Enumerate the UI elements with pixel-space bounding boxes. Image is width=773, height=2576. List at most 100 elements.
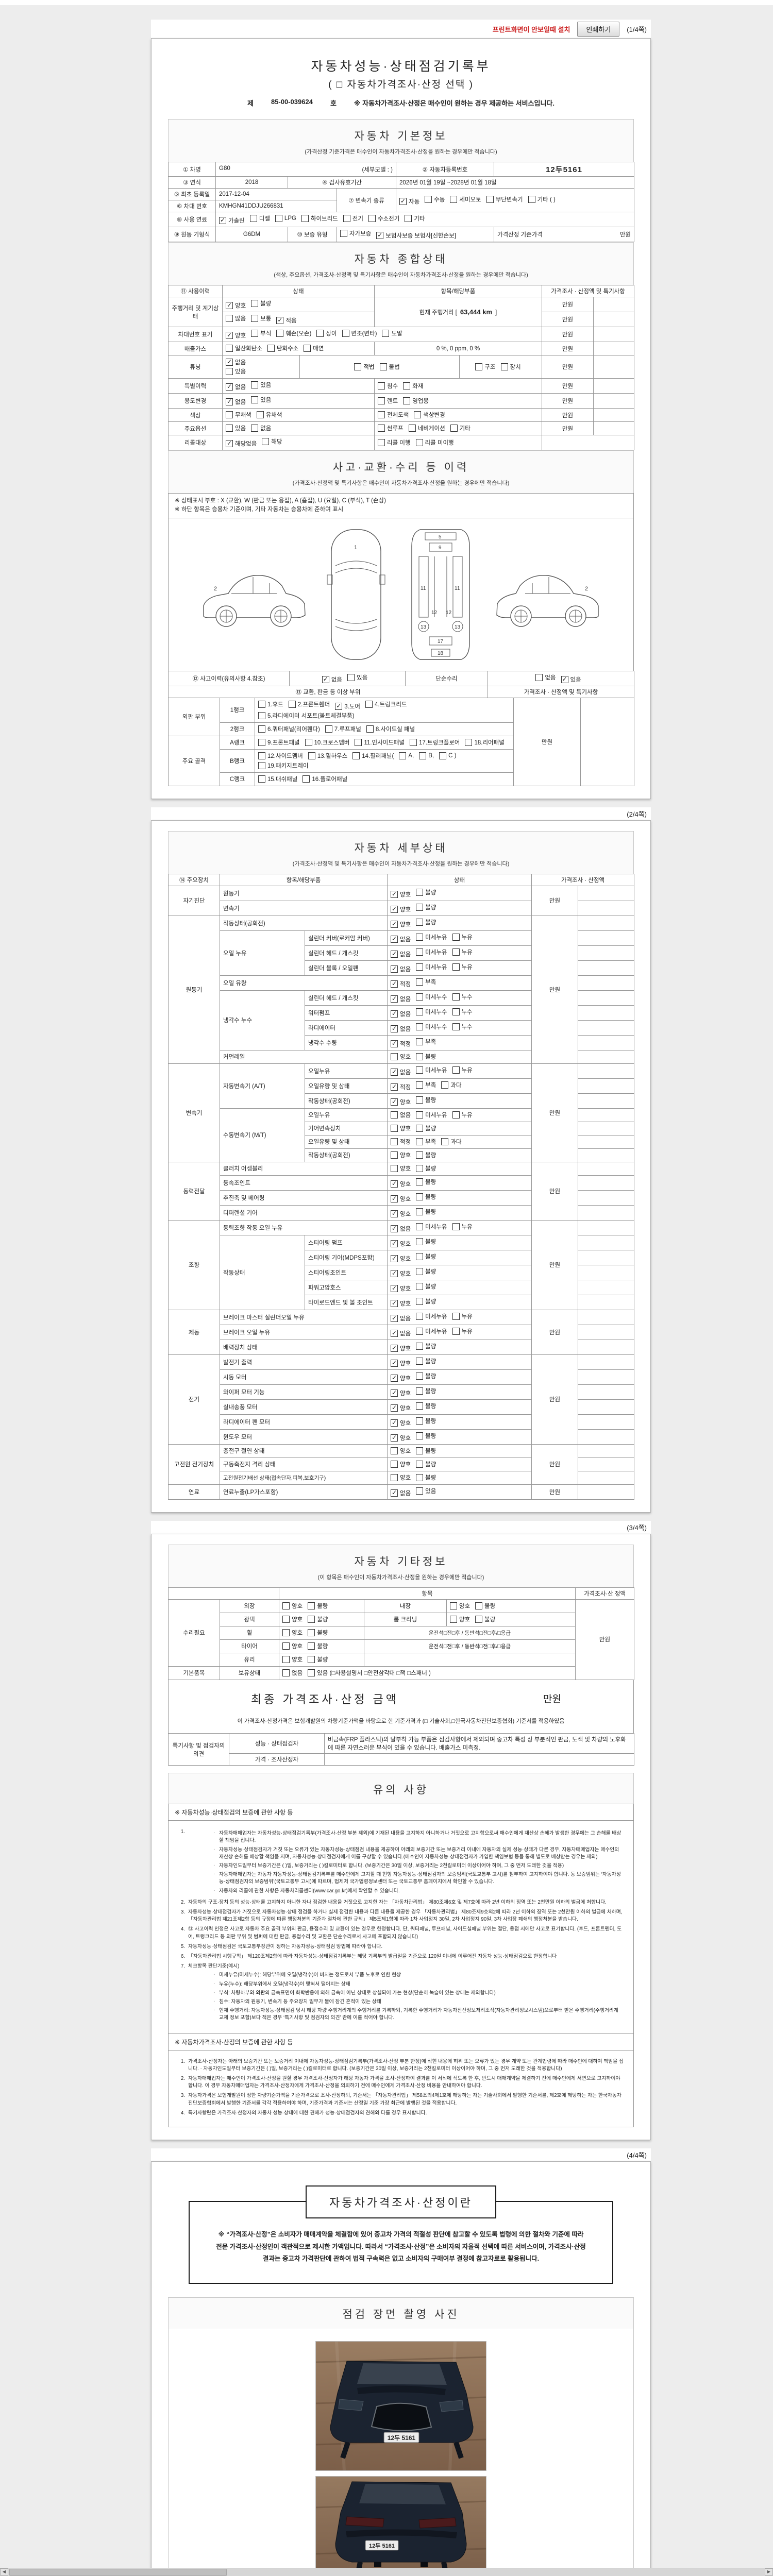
scrollbar-thumb[interactable] (9, 2569, 227, 2576)
table-cell: 원동기 (220, 885, 388, 901)
option: 양호 (282, 1629, 303, 1637)
diagram-number: 12 (446, 610, 452, 616)
table-cell: 만원 (531, 885, 578, 916)
option: ✓ 양호 (391, 1209, 411, 1217)
table-cell: ✓ 없음 있음 (387, 1484, 532, 1500)
table-cell: 만원 (531, 915, 578, 1064)
notice-item: 4. 특기사항란은 가격조사·산정자의 자동차 성능·상태에 대한 견해가 성능·… (180, 2110, 427, 2116)
checkbox-icon (391, 1447, 398, 1454)
checkbox-icon (439, 752, 447, 759)
notice-sub-item: 자동차인도일부터 보증기간은 ( )일, 보증거리는 ( )킬로미터로 합니다.… (212, 1862, 624, 1870)
checkbox-icon (258, 700, 265, 708)
diagram-number: 11 (421, 586, 426, 591)
option: 불량 (416, 1193, 436, 1201)
table-cell: 리콜 이행 리콜 미이행 (374, 435, 543, 450)
option: 훼손(오손) (276, 329, 311, 337)
table-cell: ✓ 적정 부족 (387, 975, 532, 991)
option: ✓ 적정 (391, 979, 411, 988)
option: 19.패키지트레이 (258, 761, 308, 770)
scroll-right-arrow-icon[interactable]: ▶ (765, 2568, 773, 2575)
table-cell: 스티어링 펌프 (305, 1234, 388, 1250)
table-cell: 전체도색 색상변경 (374, 408, 543, 422)
checkbox-icon (452, 1066, 460, 1074)
checkbox-checked-icon: ✓ (391, 1418, 398, 1427)
checkbox-icon (391, 1138, 398, 1145)
table-cell: 변속기 (220, 900, 388, 916)
option: ✓ 가솔린 (219, 216, 245, 224)
checkbox-checked-icon: ✓ (391, 1039, 398, 1047)
checkbox-icon (416, 978, 424, 986)
option: 부족 (416, 1081, 436, 1089)
license-plate-front: 12두 5161 (388, 2434, 416, 2442)
checkbox-icon (416, 1023, 424, 1030)
checkbox-icon (416, 1372, 424, 1380)
table-cell: 오일 유량 (220, 975, 388, 991)
table-cell: G80 (세부모델 : ) (215, 162, 397, 177)
scroll-left-arrow-icon[interactable]: ◀ (0, 2568, 8, 2575)
option: 도말 (382, 329, 402, 337)
table-cell: 가격조사 · 산정액 (531, 873, 634, 886)
option: 불량 (416, 1151, 436, 1159)
table-cell: 만원 (531, 1444, 578, 1485)
option: 미세누유 (416, 1327, 447, 1335)
checkbox-icon (405, 215, 412, 222)
checkbox-checked-icon: ✓ (391, 1299, 398, 1307)
table-cell: ⑪ 사용이력 (168, 285, 223, 297)
option: 누수 (452, 1023, 473, 1031)
option: 불량 (416, 903, 436, 911)
print-button[interactable]: 인쇄하기 (577, 21, 620, 37)
table-cell (580, 697, 634, 786)
table-cell (578, 1035, 634, 1050)
checkbox-icon (282, 1615, 290, 1623)
table-cell: ✓ 양호 불량 (387, 1175, 532, 1191)
section-overall-note: (색상, 주요옵션, 가격조사·산정액 및 특기사항은 매수인이 자동차가격조사… (168, 268, 634, 285)
option: 불량 (416, 1053, 436, 1061)
checkbox-icon (391, 1164, 398, 1172)
checkbox-icon (416, 1111, 424, 1118)
checkbox-icon (226, 411, 233, 418)
table-cell: 2018 (215, 176, 288, 189)
checkbox-icon (416, 1208, 424, 1215)
checkbox-icon (251, 330, 259, 337)
table-cell (593, 355, 635, 379)
option: 색상변경 (414, 411, 445, 419)
table-cell (578, 1429, 634, 1445)
option: ✓ 보험사보증 보험사[신한손보] (376, 231, 456, 239)
table-cell: 12.사이드멤버 13.휠하우스 14.필러패널(A, B, C ) 19.패키지트레이 (255, 749, 514, 773)
table-cell: ✓ 없음 미세누유 누유 (387, 1219, 532, 1235)
table-cell: 동력전달 (168, 1161, 220, 1221)
page-2: 자동차 세부상태 (가격조사·산정액 및 특기사항은 매수인이 자동차가격조사·… (151, 820, 651, 1513)
checkbox-icon (226, 425, 233, 432)
option: 불량 (475, 1602, 495, 1610)
option: ✓ 양호 (391, 920, 411, 928)
checkbox-icon (340, 230, 347, 237)
checkbox-checked-icon: ✓ (376, 231, 384, 239)
checkbox-icon (282, 1629, 290, 1636)
option: ✓ 양호 (391, 1359, 411, 1367)
checkbox-icon (416, 993, 424, 1001)
checkbox-checked-icon: ✓ (391, 935, 398, 943)
option: 미세누유 (416, 963, 447, 971)
section-basic-note: (가격산정 기준가격은 매수인이 자동차가격조사·산정을 원하는 경우에만 적습… (168, 145, 634, 162)
horizontal-scrollbar[interactable]: ◀ ▶ (0, 2568, 773, 2576)
checkbox-icon (301, 215, 309, 222)
table-cell: 기본품목 (168, 1666, 220, 1680)
page-marker-3: (3/4쪽) (627, 1523, 647, 1532)
table-cell: ✓ 양호 불량 (387, 1279, 532, 1295)
table-cell: 와이퍼 모터 기능 (220, 1384, 388, 1400)
checkbox-icon (410, 738, 417, 746)
page-3: 자동차 기타정보 (이 항목은 매수인이 자동차가격조사·산정을 원하는 경우에… (151, 1533, 651, 2140)
checkbox-checked-icon: ✓ (391, 1359, 398, 1367)
option: 불량 (416, 1372, 436, 1380)
final-price-unit: 만원 (543, 1694, 561, 1705)
table-cell (578, 990, 634, 1006)
checkbox-icon (378, 411, 385, 418)
install-link[interactable]: 프린트화면이 안보일때 설치 (492, 25, 570, 33)
option: 미세누유 (416, 1312, 447, 1320)
checkbox-checked-icon: ✓ (391, 1433, 398, 1442)
checkbox-icon (416, 1223, 424, 1230)
diagram-number: 13 (455, 624, 461, 630)
checkbox-icon (452, 933, 460, 941)
option: ✓ 없음 (391, 994, 411, 1003)
photo-rear: 12두 5161 (315, 2476, 486, 2576)
